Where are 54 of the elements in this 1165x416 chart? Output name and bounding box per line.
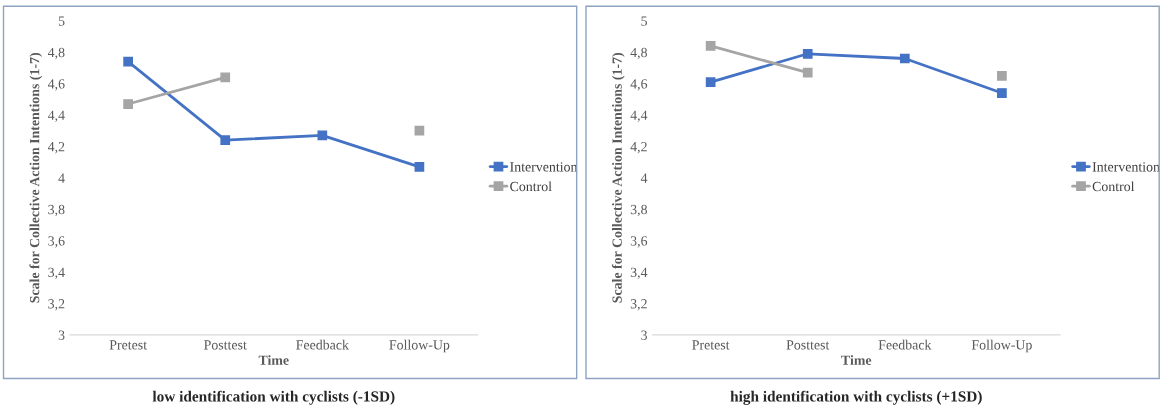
y-tick-label: 3,4 bbox=[630, 267, 648, 280]
point bbox=[899, 53, 910, 64]
point bbox=[414, 125, 425, 136]
y-tick-label: 4,6 bbox=[630, 79, 648, 91]
y-tick-label: 4 bbox=[58, 173, 65, 183]
x-tick-label: Feedback bbox=[878, 339, 932, 350]
x-axis-title: Time bbox=[258, 355, 289, 365]
point bbox=[997, 70, 1007, 81]
y-tick-label: 3,8 bbox=[48, 204, 65, 217]
point bbox=[317, 130, 328, 141]
y-tick-label: 4,4 bbox=[630, 110, 648, 122]
legend-label: Intervention bbox=[1092, 162, 1160, 172]
x-tick-label: Follow-Up bbox=[971, 339, 1032, 353]
x-tick-label: Pretest bbox=[109, 340, 147, 350]
point bbox=[414, 161, 425, 172]
x-tick-label: Feedback bbox=[296, 339, 349, 350]
point bbox=[997, 88, 1007, 98]
y-tick-label: 3 bbox=[641, 330, 647, 340]
y-tick-label: 3,6 bbox=[630, 236, 648, 248]
y-tick-label: 4,4 bbox=[47, 110, 65, 122]
x-tick-label: Pretest bbox=[692, 340, 730, 350]
y-tick-label: 4,2 bbox=[47, 142, 65, 154]
y-tick-label: 4 bbox=[640, 173, 648, 183]
point bbox=[705, 77, 716, 87]
point bbox=[802, 67, 813, 78]
y-tick-label: 3,2 bbox=[630, 299, 647, 311]
legend-label: Intervention bbox=[510, 162, 578, 172]
y-tick-label: 3,2 bbox=[48, 299, 65, 311]
point bbox=[705, 41, 716, 51]
text: high identification with cyclists (+1SD) bbox=[730, 390, 982, 405]
y-tick-label: 5 bbox=[58, 16, 65, 26]
y-tick-label: 5 bbox=[641, 16, 647, 26]
text: low identification with cyclists (-1SD) bbox=[152, 390, 395, 405]
point bbox=[123, 99, 134, 109]
y-tick-label: 3 bbox=[58, 330, 65, 340]
x-tick-label: Posttest bbox=[786, 340, 830, 350]
legend-label: Control bbox=[510, 181, 552, 192]
x-axis-title: Time bbox=[841, 355, 872, 365]
point bbox=[220, 135, 231, 146]
legend-label: Control bbox=[1092, 181, 1135, 192]
y-axis-title: Scale for Collective Action Intentions (1-7) bbox=[29, 53, 43, 303]
y-tick-label: 4,6 bbox=[47, 79, 65, 91]
y-tick-label: 4,8 bbox=[47, 47, 65, 60]
y-tick-label: 3,6 bbox=[48, 236, 65, 248]
y-tick-label: 4,8 bbox=[630, 47, 648, 60]
point bbox=[220, 72, 231, 83]
y-tick-label: 4,2 bbox=[630, 142, 647, 154]
point bbox=[802, 48, 813, 59]
point bbox=[123, 56, 134, 67]
x-tick-label: Posttest bbox=[204, 340, 247, 350]
y-axis-title: Scale for Collective Action Intentions (1-7) bbox=[611, 53, 625, 303]
y-tick-label: 3,8 bbox=[630, 204, 648, 217]
y-tick-label: 3,4 bbox=[48, 267, 65, 280]
x-tick-label: Follow-Up bbox=[389, 339, 450, 353]
